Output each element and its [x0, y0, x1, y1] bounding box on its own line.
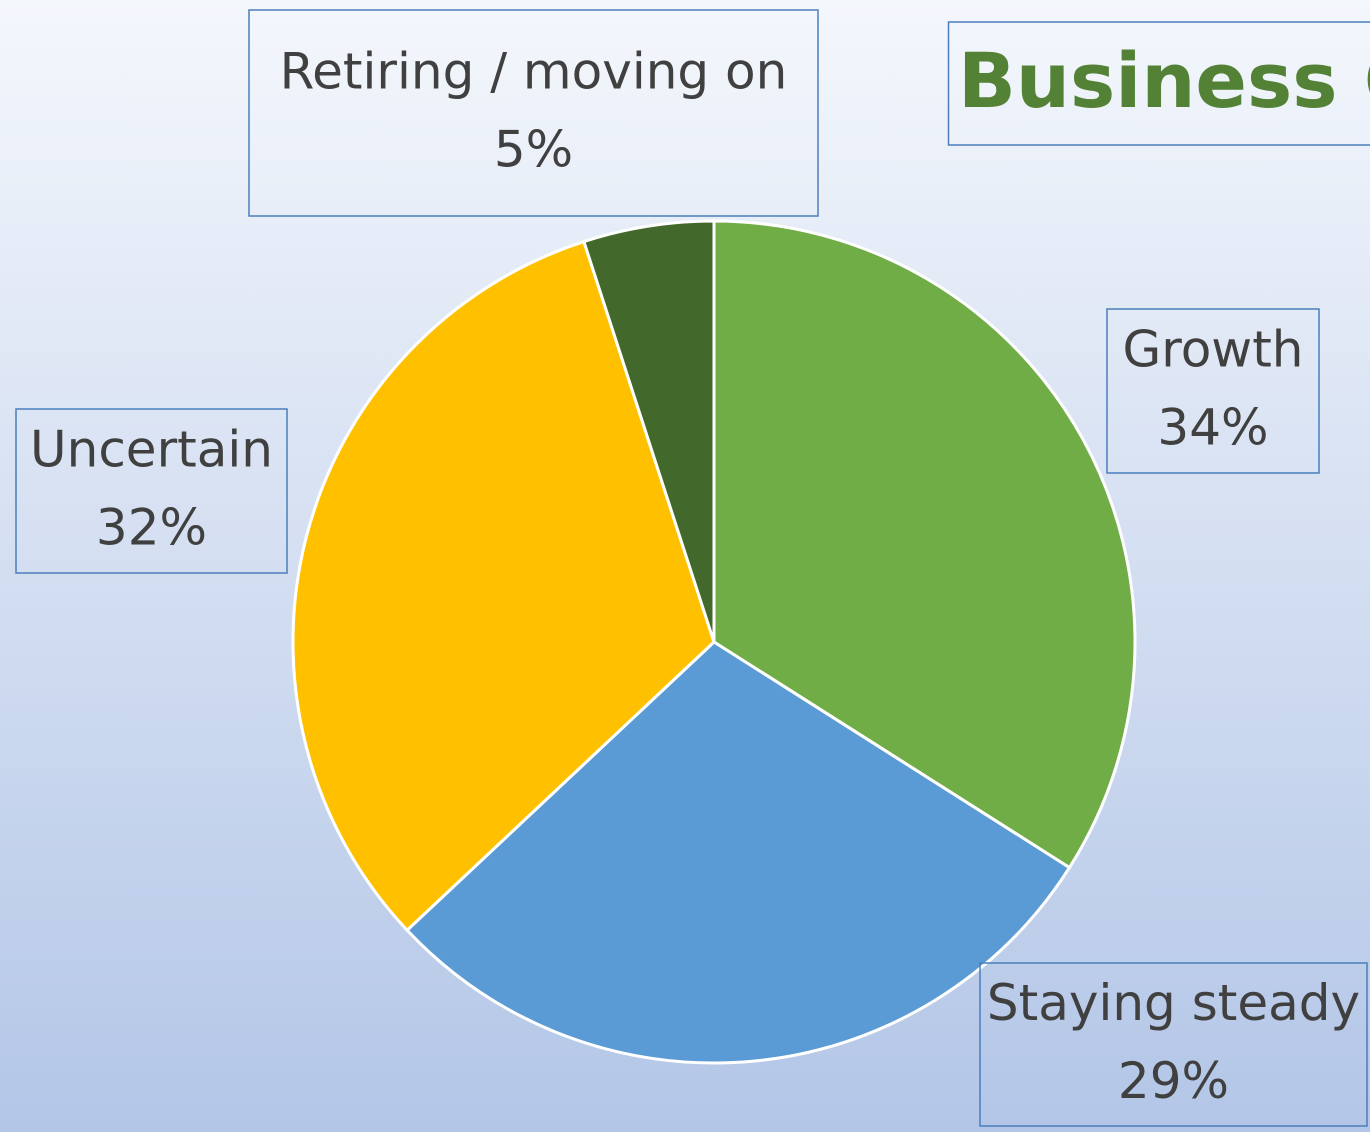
pie-slice — [712, 219, 1137, 870]
label-box — [1106, 308, 1320, 474]
pie-slice — [404, 640, 1072, 1065]
value-label: 5% — [494, 121, 573, 179]
label-box — [15, 408, 288, 574]
label-box — [248, 9, 819, 217]
category-label: Uncertain — [30, 421, 273, 479]
category-label: Staying steady — [987, 974, 1360, 1032]
category-label: Retiring / moving on — [280, 43, 788, 101]
label-box — [979, 962, 1368, 1127]
category-label: Growth — [1123, 321, 1304, 379]
pie-slice — [291, 239, 716, 933]
value-label: 29% — [1118, 1052, 1229, 1110]
value-label: 32% — [96, 499, 207, 557]
value-label: 34% — [1157, 399, 1268, 457]
chart-title: Business O — [958, 36, 1370, 125]
title-box — [947, 21, 1370, 146]
pie-slice — [582, 219, 716, 643]
